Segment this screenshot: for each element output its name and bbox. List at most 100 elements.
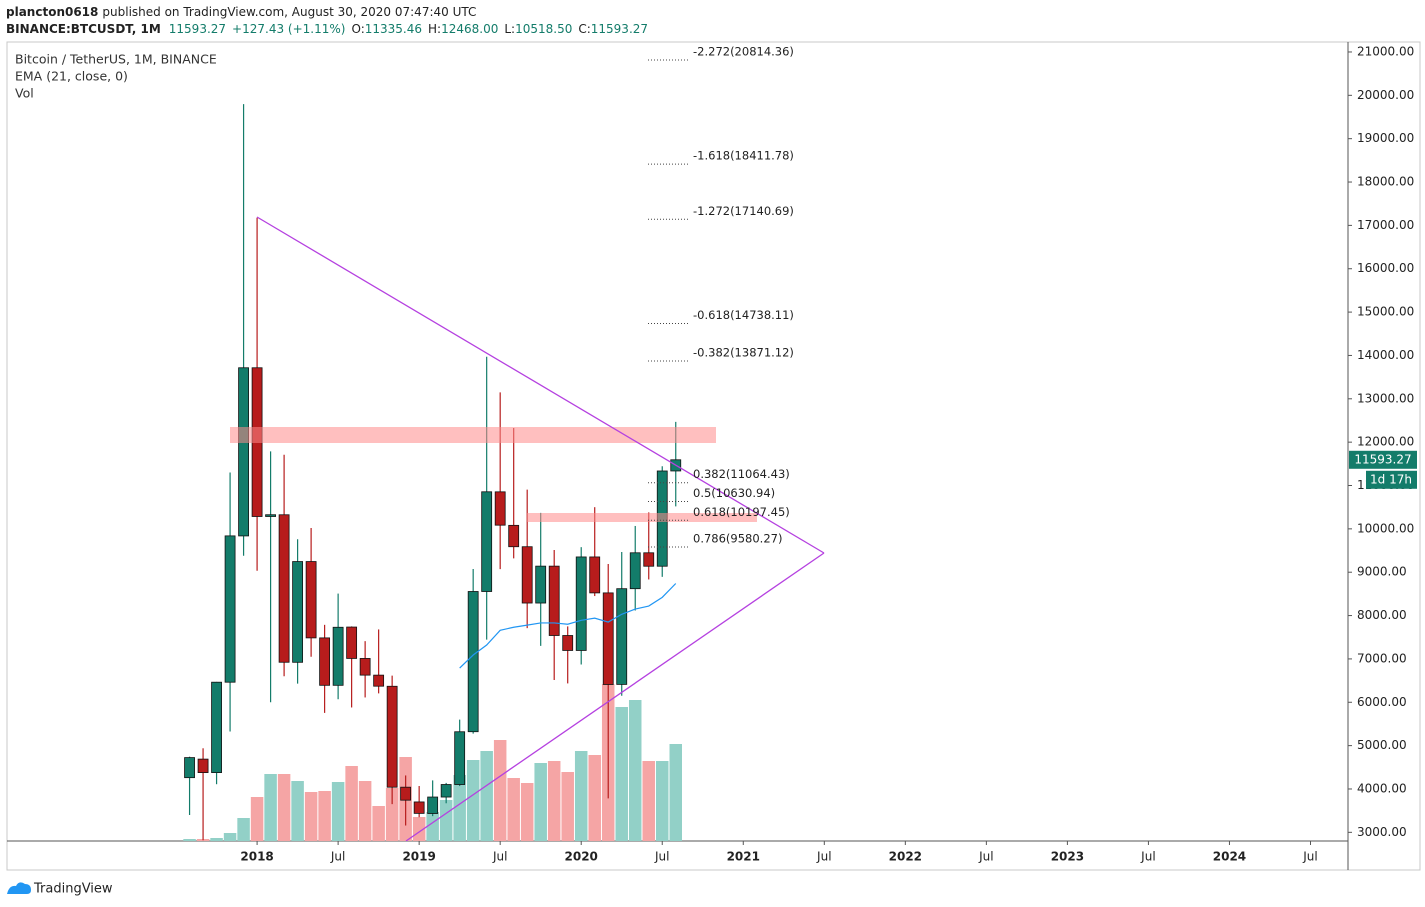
y-tick-label: 15000.00 (1357, 305, 1414, 319)
last-price-label: 11593.27 (1354, 452, 1411, 466)
volume-bar (277, 774, 291, 841)
candle-body (548, 565, 560, 636)
y-tick-label: 7000.00 (1357, 651, 1407, 665)
candle-body (481, 491, 493, 592)
ema-line (459, 583, 677, 669)
volume-bar (480, 751, 493, 841)
volume-bar (507, 778, 520, 841)
volume-bar (615, 707, 628, 841)
y-tick-label: 6000.00 (1357, 695, 1407, 709)
volume-bar (520, 783, 534, 841)
candle-body (589, 556, 601, 594)
y-tick-label: 12000.00 (1357, 435, 1414, 449)
legend-title: Bitcoin / TetherUS, 1M, BINANCE (15, 52, 217, 67)
countdown: 1d 17h (1370, 472, 1412, 486)
publish-line: plancton0618 published on TradingView.com… (6, 5, 476, 19)
volume-bar (547, 761, 561, 841)
x-tick-label: 2023 (1051, 850, 1084, 864)
volume-bar (426, 812, 439, 841)
volume-bar (372, 806, 385, 841)
fib-label: 0.382(11064.43) (693, 467, 790, 481)
y-tick-label: 9000.00 (1357, 565, 1407, 579)
volume-bar (669, 744, 682, 841)
x-tick-label: 2022 (889, 850, 922, 864)
candle-body (629, 552, 641, 590)
x-tick-label: Jul (654, 850, 669, 864)
x-tick-label: 2021 (727, 850, 760, 864)
triangle-upper (256, 216, 825, 554)
volume-bar (655, 761, 669, 841)
candle-body (535, 565, 547, 604)
fib-label: -0.618(14738.11) (693, 308, 794, 322)
y-tick-label: 16000.00 (1357, 261, 1414, 275)
x-tick-label: 2024 (1213, 850, 1246, 864)
volume-bar (210, 838, 223, 841)
y-tick-label: 18000.00 (1357, 175, 1414, 189)
volume-bar (304, 792, 318, 841)
volume-bar (345, 766, 358, 841)
ohlc: O:11335.46 H:12468.00 L:10518.50 C:11593.27 (351, 22, 648, 36)
ohlc-key: O: (351, 22, 364, 36)
volume-bar (291, 781, 304, 841)
candle-body (238, 367, 249, 537)
legend-vol: Vol (15, 86, 34, 101)
volume-bar (331, 782, 345, 841)
candle-body (359, 658, 371, 676)
y-tick-label: 17000.00 (1357, 218, 1414, 232)
candle-body (197, 758, 209, 773)
x-tick-label: Jul (816, 850, 831, 864)
last-price-box (1349, 450, 1417, 469)
volume-bar (534, 763, 547, 841)
ohlc-key: H: (428, 22, 441, 36)
ohlc-value: 11335.46 (365, 22, 422, 36)
last: 11593.27 (169, 22, 226, 36)
candle-body (454, 731, 466, 785)
volume-bar (439, 800, 453, 841)
candle-body (400, 786, 412, 801)
drawings (230, 216, 825, 841)
candle-body (575, 556, 587, 651)
candle-body (427, 796, 439, 814)
y-tick-label: 19000.00 (1357, 131, 1414, 145)
volume-bar (318, 791, 331, 841)
volume-bar (588, 755, 601, 841)
brand-logo: TradingView (7, 882, 113, 897)
published: published on TradingView.com, August 30,… (102, 5, 476, 19)
candle-body (265, 514, 276, 517)
fib-label: 0.786(9580.27) (693, 532, 782, 546)
volume-bar (237, 818, 250, 841)
volume-bar (466, 760, 480, 841)
change: +127.43 (+1.11%) (232, 22, 345, 36)
y-tick-label: 20000.00 (1357, 88, 1414, 102)
fib-label: 0.5(10630.94) (693, 486, 775, 500)
candle-body (386, 685, 398, 788)
y-tick-label: 8000.00 (1357, 608, 1407, 622)
volume-bar (574, 751, 588, 841)
ohlc-key: L: (504, 22, 515, 36)
x-tick-label: Jul (1140, 850, 1155, 864)
candle-body (616, 588, 628, 685)
volume-bar (358, 781, 372, 841)
brand: TradingView (33, 882, 113, 897)
volume-bar (628, 700, 642, 841)
candle-body (494, 491, 506, 526)
y-tick-label: 4000.00 (1357, 781, 1407, 795)
y-tick-label: 21000.00 (1357, 44, 1414, 58)
fib-label: 0.618(10197.45) (693, 505, 790, 519)
candle-body (319, 637, 331, 686)
x-tick-label: Jul (978, 850, 993, 864)
ohlc-value: 10518.50 (515, 22, 572, 36)
fib-label: -1.618(18411.78) (693, 149, 794, 163)
candle-body (184, 757, 195, 779)
symbol: BINANCE:BTCUSDT, 1M (6, 22, 161, 36)
x-tick-label: Jul (492, 850, 507, 864)
candle-body (602, 592, 614, 685)
volume-bar (223, 833, 237, 841)
x-tick-label: 2020 (565, 850, 598, 864)
volume-bar (250, 797, 264, 841)
volume-bar (561, 772, 574, 841)
volume-bar (385, 788, 399, 841)
y-tick-label: 3000.00 (1357, 825, 1407, 839)
y-tick-label: 5000.00 (1357, 738, 1407, 752)
